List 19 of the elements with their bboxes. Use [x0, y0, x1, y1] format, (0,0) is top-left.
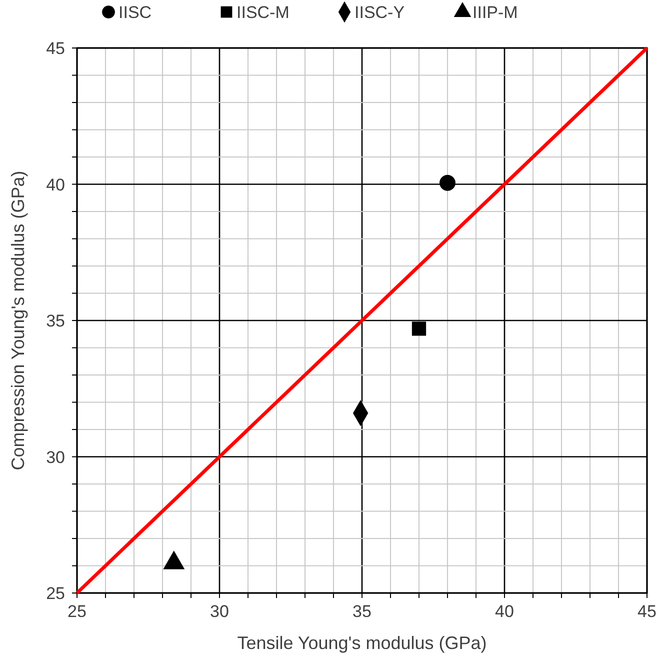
legend-label: IISC [118, 3, 152, 22]
x-axis-title: Tensile Young's modulus (GPa) [237, 633, 487, 653]
x-tick-label: 25 [68, 602, 86, 621]
point [440, 174, 456, 191]
x-tick-label: 30 [210, 602, 229, 621]
y-tick-label: 40 [46, 175, 65, 194]
y-tick-label: 25 [46, 584, 65, 603]
legend-label: IIIP-M [472, 3, 518, 22]
legend-label: IISC-Y [354, 3, 405, 22]
x-tick-label: 40 [495, 602, 514, 621]
y-axis-title: Compression Young's modulus (GPa) [8, 170, 28, 470]
y-tick-label: 30 [46, 448, 65, 467]
x-tick-label: 35 [352, 602, 372, 621]
legend-label: IISC-M [236, 3, 290, 22]
point [412, 322, 426, 336]
point [163, 550, 185, 570]
y-tick-label: 35 [46, 312, 65, 330]
y-tick-label: 45 [46, 39, 65, 58]
x-tick-label: 45 [638, 602, 656, 621]
